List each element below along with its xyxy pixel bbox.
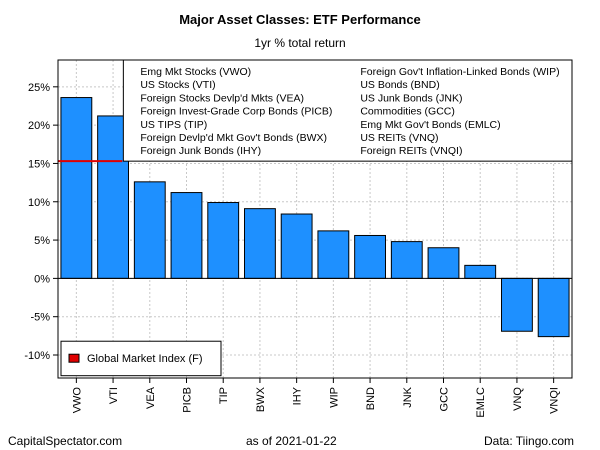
bar-gcc [427, 247, 460, 279]
x-tick-label: VTI [108, 387, 120, 404]
y-tick-label: 25% [28, 82, 50, 94]
legend-entry: Foreign Invest-Grade Corp Bonds (PICB) [140, 106, 332, 118]
legend-entry: Foreign REITs (VNQI) [360, 145, 462, 157]
legend-entry: US REITs (VNQ) [360, 132, 438, 144]
benchmark-legend-label: Global Market Index (F) [87, 353, 203, 365]
bar-vnqi [537, 277, 570, 338]
legend-entry: US Bonds (BND) [360, 79, 439, 91]
y-tick-label: -5% [30, 312, 50, 324]
x-tick-label: GCC [439, 387, 451, 412]
y-tick-label: 5% [34, 235, 50, 247]
chart-subtitle: 1yr % total return [254, 36, 346, 50]
x-tick-label: VWO [71, 387, 83, 414]
x-tick-label: BWX [255, 386, 267, 412]
legend-entry: US TIPS (TIP) [140, 119, 207, 131]
legend-entry: Foreign Junk Bonds (IHY) [140, 145, 261, 157]
x-tick-label: TIP [218, 387, 230, 404]
x-tick-label: WIP [328, 387, 340, 408]
benchmark-legend-swatch [68, 353, 80, 363]
bar-picb [170, 192, 203, 279]
legend-entry: Foreign Gov't Inflation-Linked Bonds (WI… [360, 66, 559, 78]
bar-emlc [464, 264, 497, 279]
y-tick-label: 15% [28, 158, 50, 170]
y-tick-label: 10% [28, 197, 50, 209]
footer-source-site: CapitalSpectator.com [8, 434, 123, 448]
x-tick-label: VNQ [512, 387, 524, 411]
legend-entry: Foreign Stocks Devlp'd Mkts (VEA) [140, 92, 304, 104]
footer-date: as of 2021-01-22 [246, 434, 337, 448]
chart-title: Major Asset Classes: ETF Performance [179, 12, 421, 27]
y-tick-label: 20% [28, 120, 50, 132]
x-tick-label: JNK [402, 386, 414, 407]
legend-entry: Emg Mkt Stocks (VWO) [140, 66, 251, 78]
bar-wip [317, 230, 350, 279]
legend-entry: US Junk Bonds (JNK) [360, 92, 462, 104]
benchmark-legend-box [60, 340, 222, 377]
bar-bnd [354, 234, 386, 279]
bar-ihy [280, 213, 313, 279]
y-tick-label: -10% [24, 350, 50, 362]
x-tick-label: VNQI [549, 387, 561, 414]
x-tick-label: BND [365, 387, 377, 410]
bar-vwo [60, 97, 93, 279]
x-tick-label: PICB [182, 387, 194, 413]
bar-vnq [501, 277, 533, 332]
y-tick-label: 0% [34, 273, 50, 285]
x-tick-label: EMLC [475, 387, 487, 418]
legend-entry: Emg Mkt Gov't Bonds (EMLC) [360, 119, 500, 131]
bar-tip [207, 202, 240, 279]
bar-jnk [390, 241, 423, 279]
footer-data-credit: Data: Tiingo.com [484, 434, 575, 448]
plot-frame [57, 59, 573, 379]
legend-entry: US Stocks (VTI) [140, 79, 215, 91]
bar-vea [133, 181, 166, 279]
legend-entry: Foreign Devlp'd Mkt Gov't Bonds (BWX) [140, 132, 327, 144]
x-tick-label: IHY [292, 386, 304, 405]
bar-bwx [244, 208, 276, 279]
x-tick-label: VEA [145, 386, 157, 409]
legend-entry: Commodities (GCC) [360, 106, 455, 118]
